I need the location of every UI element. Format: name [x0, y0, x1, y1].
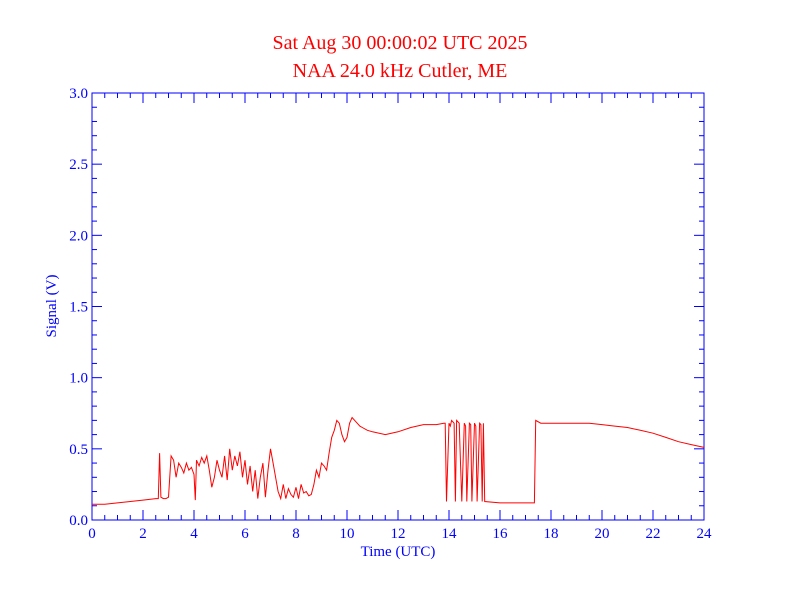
x-tick-label: 16 — [493, 526, 509, 542]
axis-ticks — [91, 92, 705, 521]
plot-frame — [91, 92, 705, 521]
signal-series-line — [92, 416, 705, 505]
x-tick-label: 2 — [139, 526, 147, 542]
y-tick-label: 2.0 — [69, 228, 88, 244]
y-tick-label: 3.0 — [69, 86, 88, 102]
y-tick-label: 0.5 — [69, 442, 88, 458]
x-tick-label: 12 — [391, 526, 406, 542]
y-tick-label: 1.0 — [69, 371, 88, 387]
x-tick-label: 6 — [241, 526, 249, 542]
axis-tick-labels: 0 2 4 6 8 10 12 14 16 18 20 22 240.00.51.01.52.02.53… — [69, 86, 712, 542]
x-tick-label: 22 — [646, 526, 661, 542]
y-tick-label: 0.0 — [69, 513, 88, 529]
y-tick-label: 2.5 — [69, 157, 88, 173]
y-tick-label: 1.5 — [69, 300, 88, 316]
x-tick-label: 18 — [544, 526, 559, 542]
x-tick-label: 20 — [595, 526, 610, 542]
x-axis-label: Time (UTC) — [361, 544, 436, 560]
x-tick-label: 10 — [340, 526, 355, 542]
x-tick-label: 14 — [442, 526, 458, 542]
chart-subtitle: NAA 24.0 kHz Cutler, ME — [292, 60, 508, 82]
x-tick-label: 4 — [190, 526, 198, 542]
chart-title: Sat Aug 30 00:00:02 UTC 2025 — [272, 32, 528, 54]
x-tick-label: 24 — [697, 526, 713, 542]
x-tick-label: 8 — [292, 526, 300, 542]
x-tick-label: 0 — [88, 526, 96, 542]
y-axis-label: Signal (V) — [44, 275, 60, 338]
